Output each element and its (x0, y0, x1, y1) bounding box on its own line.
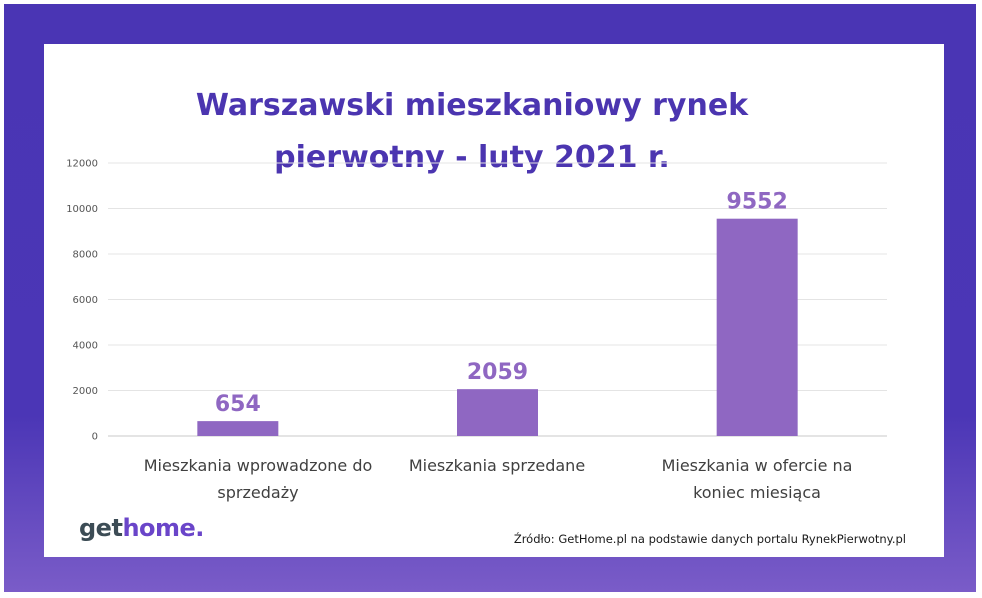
category-label-0-line2: sprzedaży (217, 483, 299, 502)
gethome-logo: gethome. (79, 514, 204, 542)
y-tick-label: 4000 (73, 341, 98, 352)
bar-chart: 0 2000 4000 6000 8000 10000 12000 654 2059 9552 (66, 159, 887, 443)
category-label-2-line2: koniec miesiąca (693, 483, 821, 502)
data-label: 654 (215, 392, 261, 417)
data-label: 9552 (727, 190, 788, 215)
chart-card: Warszawski mieszkaniowy rynek pierwotny … (44, 44, 944, 557)
category-label-0-line1: Mieszkania wprowadzone do (143, 456, 373, 475)
bar (197, 421, 279, 436)
data-label: 2059 (467, 360, 528, 385)
y-tick-label: 8000 (73, 250, 98, 261)
category-label-2-line1: Mieszkania w ofercie na (661, 456, 853, 475)
bar (716, 218, 798, 436)
chart-title-line2: pierwotny - luty 2021 r. (274, 140, 670, 175)
logo-part-get: get (79, 514, 123, 542)
category-label-1-line1: Mieszkania sprzedane (408, 456, 586, 475)
bar (457, 389, 538, 436)
chart-title: Warszawski mieszkaniowy rynek pierwotny … (44, 80, 900, 184)
category-label-2: Mieszkania w ofercie na koniec miesiąca (627, 452, 887, 506)
category-label-1: Mieszkania sprzedane (367, 452, 627, 479)
y-tick-label: 2000 (73, 386, 98, 397)
y-tick-label: 12000 (66, 159, 98, 170)
y-tick-label: 0 (92, 432, 98, 443)
y-tick-label: 10000 (66, 204, 98, 215)
category-label-0: Mieszkania wprowadzone do sprzedaży (128, 452, 388, 506)
source-note: Źródło: GetHome.pl na podstawie danych p… (513, 532, 906, 546)
background-frame: Warszawski mieszkaniowy rynek pierwotny … (4, 4, 976, 592)
y-tick-label: 6000 (73, 295, 98, 306)
logo-part-home: home. (122, 514, 204, 542)
chart-title-line1: Warszawski mieszkaniowy rynek (195, 88, 749, 123)
